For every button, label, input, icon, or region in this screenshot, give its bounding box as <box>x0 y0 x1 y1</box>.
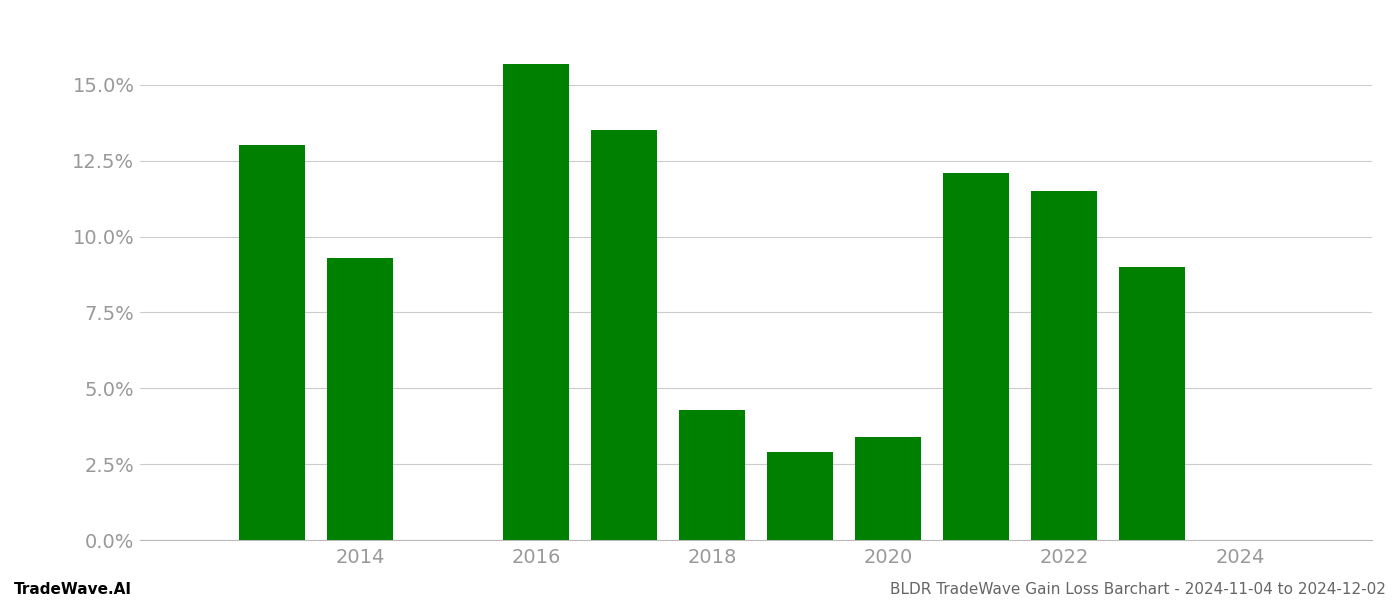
Bar <box>1030 191 1098 540</box>
Bar <box>944 173 1009 540</box>
Bar <box>855 437 921 540</box>
Bar <box>503 64 568 540</box>
Bar <box>1119 267 1184 540</box>
Bar <box>239 145 305 540</box>
Text: BLDR TradeWave Gain Loss Barchart - 2024-11-04 to 2024-12-02: BLDR TradeWave Gain Loss Barchart - 2024… <box>890 582 1386 597</box>
Bar <box>328 258 393 540</box>
Text: TradeWave.AI: TradeWave.AI <box>14 582 132 597</box>
Bar <box>591 130 657 540</box>
Bar <box>679 409 745 540</box>
Bar <box>767 452 833 540</box>
